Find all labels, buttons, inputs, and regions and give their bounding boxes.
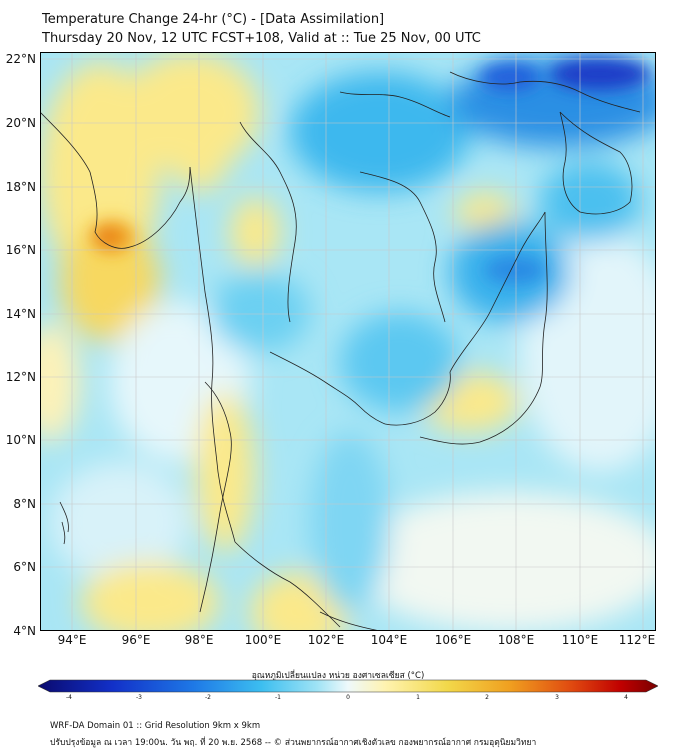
lon-label-98E: 98°E — [184, 633, 214, 647]
lon-label-110E: 110°E — [561, 633, 599, 647]
temperature-change-map — [40, 52, 656, 631]
lat-label-8N: 8°N — [13, 497, 36, 511]
colorbar-tick: 1 — [416, 694, 420, 701]
colorbar-tick: -2 — [205, 694, 211, 701]
footer-model-info: WRF-DA Domain 01 :: Grid Resolution 9km … — [50, 721, 261, 731]
lat-label-16N: 16°N — [5, 243, 36, 257]
colorbar-tick: 0 — [346, 694, 350, 701]
colorbar-tick: -4 — [66, 694, 72, 701]
graticule — [40, 52, 656, 631]
map-title: Temperature Change 24-hr (°C) - [Data As… — [42, 12, 385, 27]
lat-label-22N: 22°N — [5, 52, 36, 66]
lon-label-96E: 96°E — [121, 633, 151, 647]
colorbar-tick: 3 — [555, 694, 559, 701]
colorbar-label: อุณหภูมิเปลี่ยนแปลง หน่วย องศาเซลเซียส (… — [251, 671, 425, 681]
colorbar-tick: 4 — [624, 694, 628, 701]
lat-label-4N: 4°N — [13, 624, 36, 638]
lon-label-108E: 108°E — [497, 633, 535, 647]
lat-label-10N: 10°N — [5, 433, 36, 447]
colorbar-tick: 2 — [485, 694, 489, 701]
colorbar-tick: -1 — [275, 694, 281, 701]
coastlines — [40, 71, 641, 631]
lon-label-112E: 112°E — [618, 633, 656, 647]
lat-label-14N: 14°N — [5, 307, 36, 321]
lat-label-12N: 12°N — [5, 370, 36, 384]
lon-label-100E: 100°E — [244, 633, 282, 647]
footer-credit: ปรับปรุงข้อมูล ณ เวลา 19:00น. วัน พฤ. ที… — [50, 738, 537, 748]
lat-label-20N: 20°N — [5, 116, 36, 130]
lat-label-6N: 6°N — [13, 560, 36, 574]
lat-label-18N: 18°N — [5, 180, 36, 194]
lon-label-94E: 94°E — [57, 633, 87, 647]
colorbar-tick: -3 — [136, 694, 142, 701]
map-subtitle: Thursday 20 Nov, 12 UTC FCST+108, Valid … — [42, 31, 481, 46]
colorbar — [38, 679, 658, 693]
lon-label-106E: 106°E — [434, 633, 472, 647]
lon-label-102E: 102°E — [307, 633, 345, 647]
lon-label-104E: 104°E — [370, 633, 408, 647]
